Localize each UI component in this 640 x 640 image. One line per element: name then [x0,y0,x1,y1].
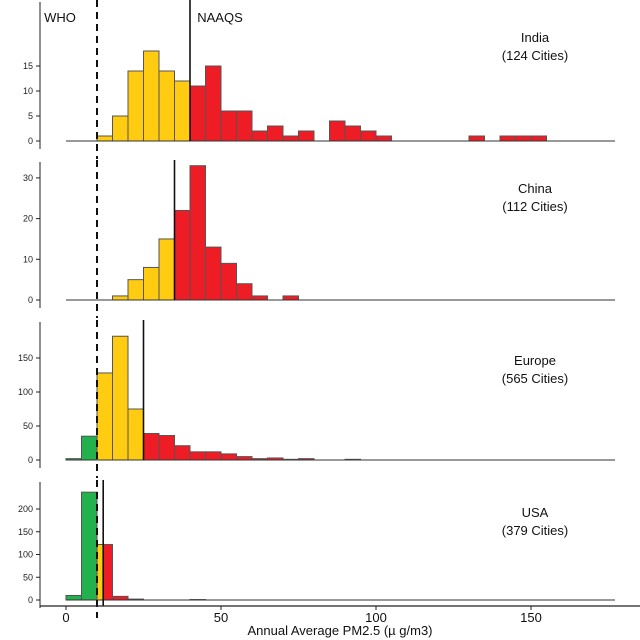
panel-subtitle: (124 Cities) [502,48,568,63]
panel-title: China [518,181,553,196]
y-tick-label: 0 [28,455,33,465]
panel-title: India [521,30,550,45]
histogram-bar [515,136,531,141]
histogram-bar [103,544,113,600]
histogram-bar [252,131,268,141]
histogram-bar [66,595,82,600]
histogram-bar [112,295,128,300]
histogram-bar [252,295,268,300]
y-tick-label: 200 [18,504,33,514]
histogram-bar [159,435,175,460]
histogram-bar [267,457,283,460]
histogram-bar [128,71,144,141]
y-tick-label: 100 [18,387,33,397]
histogram-bar [128,409,144,460]
histogram-bar [159,238,175,300]
histogram-bar [500,136,516,141]
x-tick-label: 100 [365,610,387,625]
panel-title: USA [522,505,549,520]
histogram-bar [143,267,159,300]
histogram-bar [221,263,237,300]
histogram-bar [252,458,268,460]
y-tick-label: 20 [23,214,33,224]
panel-china: 0 10 20 30 China (112 Cities) [23,160,615,318]
histogram-bar [236,283,252,300]
histogram-bar [205,247,221,300]
y-tick-label: 50 [23,421,33,431]
histogram-bar [221,111,237,141]
histogram-bar [221,453,237,460]
panel-title: Europe [514,353,556,368]
histogram-bar [97,544,104,600]
histogram-bar [236,456,252,460]
y-tick-label: 15 [23,61,33,71]
y-tick-label: 0 [28,136,33,146]
histogram-bar [97,372,113,460]
y-tick-label: 0 [28,295,33,305]
who-label: WHO [44,10,76,25]
panel-europe: 0 50 100 150 Europe (565 Cities) [18,320,615,478]
histogram-bar [81,492,97,600]
histogram-bar [174,210,190,300]
histogram-bar [159,71,175,141]
x-tick-label: 50 [214,610,228,625]
histogram-bar [128,279,144,300]
histogram-bar [112,116,128,141]
histogram-bar [143,433,159,460]
histogram-bar [205,66,221,141]
y-tick-label: 0 [28,595,33,605]
panel-subtitle: (379 Cities) [502,523,568,538]
y-tick-label: 100 [18,550,33,560]
histogram-bar [298,131,314,141]
histogram-bar [97,136,113,141]
histogram-bar [143,51,159,141]
histogram-bar [174,445,190,460]
x-axis: 0 50 100 150 [40,605,640,625]
histogram-bar [174,81,190,141]
histogram-bar [236,111,252,141]
y-tick-label: 150 [18,527,33,537]
histogram-bar [66,458,82,460]
y-tick-label: 10 [23,254,33,264]
naaqs-label: NAAQS [197,10,243,25]
x-tick-label: 0 [62,610,69,625]
histogram-bar [190,451,206,460]
y-tick-label: 50 [23,572,33,582]
histogram-bar [469,136,485,141]
panel-subtitle: (565 Cities) [502,371,568,386]
x-tick-label: 150 [520,610,542,625]
histogram-bar [190,86,206,141]
histogram-bar [376,136,392,141]
histogram-bar [190,165,206,300]
histogram-bar [267,126,283,141]
histogram-bar [205,451,221,460]
histogram-bar [345,126,361,141]
histogram-bar [112,336,128,460]
panel-subtitle: (112 Cities) [502,199,568,214]
y-tick-label: 150 [18,353,33,363]
histogram-bar [112,596,128,600]
x-axis-title: Annual Average PM2.5 (µ g/m3) [247,623,432,638]
y-tick-label: 5 [28,111,33,121]
histogram-bar [283,136,299,141]
histogram-bar [298,458,314,460]
histogram-bar [360,131,376,141]
histogram-bar [531,136,547,141]
y-tick-label: 30 [23,173,33,183]
panel-usa: 0 50 100 150 200 USA (379 Cities) [18,480,615,618]
histogram-bar [283,295,299,300]
panel-india: 0 5 10 15 India (124 Cities) [23,0,615,159]
histogram-bar [81,436,97,460]
y-tick-label: 10 [23,86,33,96]
histogram-bar [329,121,345,141]
